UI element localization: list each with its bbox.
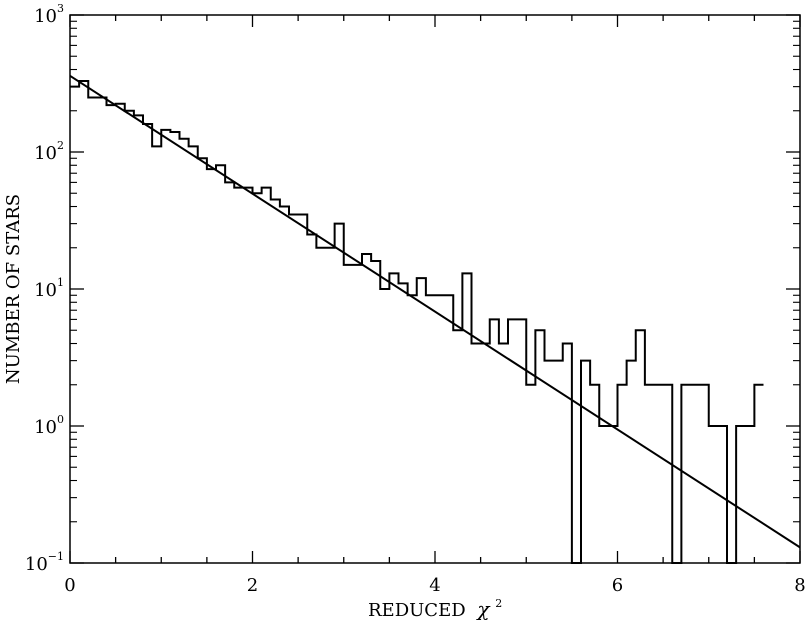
y-tick-label: 10−1 xyxy=(25,550,64,575)
data-marks xyxy=(69,74,801,564)
histogram-series xyxy=(70,79,764,564)
fit-line-series xyxy=(69,74,801,549)
y-axis-label: NUMBER OF STARS xyxy=(3,194,24,384)
y-tick-label: 102 xyxy=(34,139,64,164)
x-tick-label: 0 xyxy=(64,575,75,596)
x-axis-label-main: REDUCED xyxy=(368,600,466,621)
y-tick-label: 101 xyxy=(34,276,64,301)
x-tick-label: 8 xyxy=(794,575,805,596)
x-axis-label-symbol: χ xyxy=(475,597,491,621)
y-tick-label: 103 xyxy=(34,2,64,27)
tick-marks xyxy=(69,14,801,564)
x-axis-label-power: 2 xyxy=(495,597,502,610)
x-tick-label: 6 xyxy=(612,575,623,596)
x-tick-label: 4 xyxy=(429,575,440,596)
plot-frame xyxy=(69,14,801,564)
x-tick-label: 2 xyxy=(247,575,258,596)
y-tick-label: 100 xyxy=(34,413,64,438)
x-axis-label: REDUCED χ 2 xyxy=(368,597,502,621)
tick-labels: 0 2 4 6 8 103 102 101 100 10−1 xyxy=(25,2,806,596)
